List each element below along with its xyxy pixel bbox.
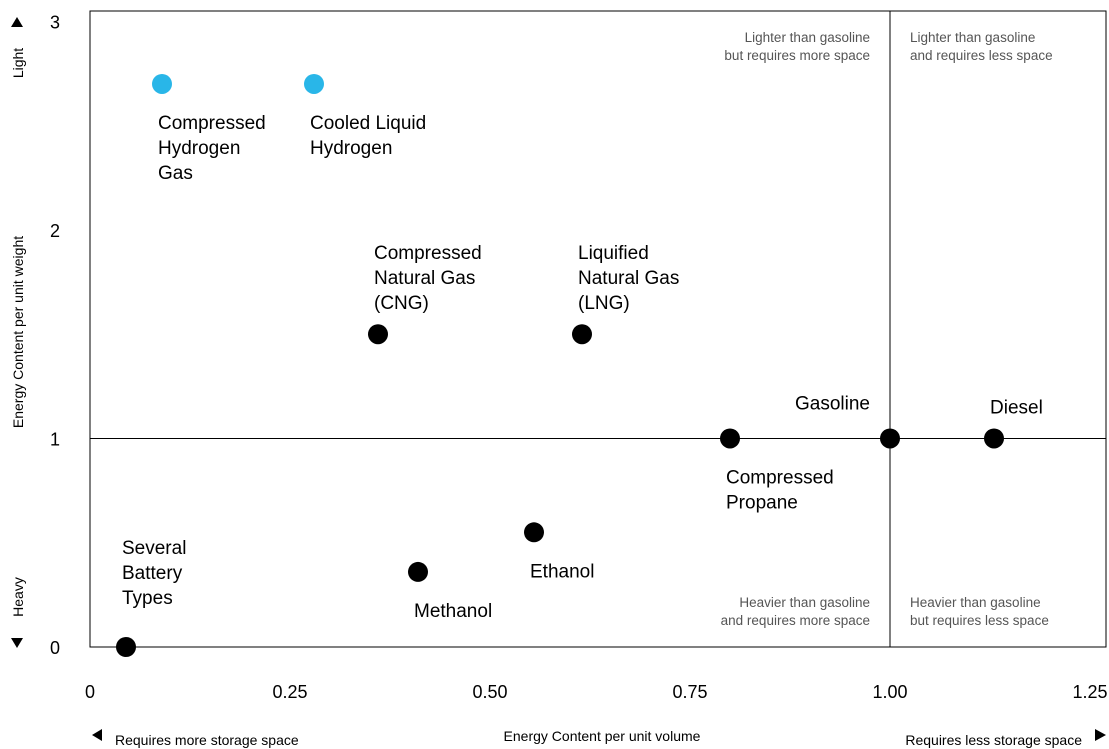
x-tick-label: 1.25 [1072,682,1107,702]
point-label-compressed-propane: Compressed [726,467,834,488]
plot-frame [89,10,1107,648]
y-tick-label: 0 [50,638,60,658]
quadrant-label-top-left: Lighter than gasoline [745,30,870,45]
point-label-compressed-hydrogen-gas: Gas [158,163,193,184]
y-direction-heavy: Heavy [10,577,26,617]
point-label-diesel: Diesel [990,397,1043,418]
point-compressed-propane [720,428,740,449]
point-diesel [984,428,1004,449]
x-tick-label: 0.25 [272,682,307,702]
arrow-right-icon [1095,729,1106,741]
quadrant-label-bottom-right: Heavier than gasoline [910,595,1041,610]
x-direction-left: Requires more storage space [115,732,299,748]
point-label-compressed-hydrogen-gas: Compressed [158,113,266,134]
y-tick-label: 1 [50,429,60,449]
point-cooled-liquid-hydrogen [304,73,324,94]
x-tick-label: 1.00 [872,682,907,702]
point-label-lng: Natural Gas [578,268,679,289]
point-label-cooled-liquid-hydrogen: Hydrogen [310,138,392,159]
point-label-cng: Compressed [374,243,482,264]
quadrant-label-top-right: and requires less space [910,48,1053,63]
point-methanol [408,561,428,582]
x-tick-label: 0.50 [472,682,507,702]
point-label-cng: (CNG) [374,293,429,314]
arrow-down-icon [11,638,23,648]
point-label-cng: Natural Gas [374,268,475,289]
x-tick-label: 0.75 [672,682,707,702]
point-cng [368,324,388,345]
y-axis-title: Energy Content per unit weight [10,236,26,428]
point-label-compressed-propane: Propane [726,492,798,513]
point-label-several-battery-types: Several [122,538,186,559]
point-label-gasoline: Gasoline [795,393,870,414]
point-compressed-hydrogen-gas [152,73,172,94]
point-several-battery-types [116,637,136,657]
quadrant-label-bottom-right: but requires less space [910,613,1049,628]
quadrant-label-top-left: but requires more space [724,48,870,63]
point-label-methanol: Methanol [414,601,492,622]
point-label-compressed-hydrogen-gas: Hydrogen [158,138,240,159]
y-tick-label: 2 [50,221,60,241]
point-label-several-battery-types: Types [122,588,173,609]
point-lng [572,324,592,345]
point-label-several-battery-types: Battery [122,563,183,584]
point-ethanol [524,522,544,543]
x-tick-label: 0 [85,682,95,702]
point-gasoline [880,428,900,449]
point-label-lng: (LNG) [578,293,630,314]
arrow-left-icon [92,729,102,741]
arrow-up-icon [11,17,23,27]
quadrant-label-top-right: Lighter than gasoline [910,30,1035,45]
point-label-ethanol: Ethanol [530,561,594,582]
quadrant-label-bottom-left: Heavier than gasoline [739,595,870,610]
y-tick-label: 3 [50,12,60,32]
y-direction-light: Light [10,48,26,78]
quadrant-label-bottom-left: and requires more space [721,613,870,628]
point-label-cooled-liquid-hydrogen: Cooled Liquid [310,113,426,134]
point-label-lng: Liquified [578,243,649,264]
x-direction-right: Requires less storage space [905,732,1082,748]
x-axis-title: Energy Content per unit volume [504,728,701,744]
